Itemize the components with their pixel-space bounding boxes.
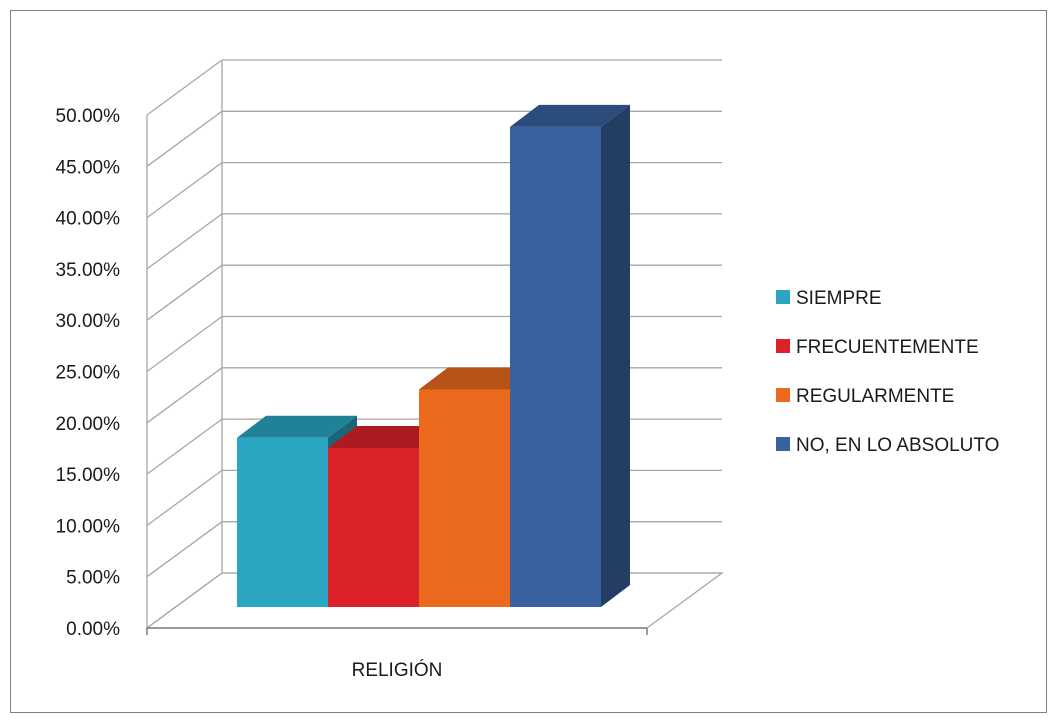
bar-side-face <box>601 104 630 607</box>
bar-no-en-lo-absoluto <box>510 104 630 607</box>
y-tick-label: 35.00% <box>56 260 121 281</box>
y-tick-label: 0.00% <box>66 619 120 640</box>
legend-label: FRECUENTEMENTE <box>796 337 979 358</box>
y-tick-label: 10.00% <box>56 516 121 537</box>
legend-label: REGULARMENTE <box>796 386 954 407</box>
legend-swatch <box>776 339 790 353</box>
gridline-side <box>146 264 223 321</box>
y-tick-label: 20.00% <box>56 414 121 435</box>
legend-item: REGULARMENTE <box>776 386 954 407</box>
gridline-side <box>146 572 223 629</box>
y-tick-labels: 0.00% 5.00% 10.00% 15.00% 20.00% 25.00% 30.00%… <box>56 106 121 640</box>
legend-item: NO, EN LO ABSOLUTO <box>776 435 999 456</box>
y-tick-label: 25.00% <box>56 363 121 384</box>
gridline-side <box>146 367 223 424</box>
bars <box>237 104 630 607</box>
gridline-side <box>146 315 223 373</box>
legend-swatch <box>776 388 790 402</box>
gridline-side <box>146 162 223 219</box>
legend-item: SIEMPRE <box>776 288 882 309</box>
gridline-side <box>146 110 223 167</box>
y-tick-label: 15.00% <box>56 465 121 486</box>
gridline-side <box>146 213 223 270</box>
bar-front-face <box>237 437 328 607</box>
bar-top-face <box>237 415 357 438</box>
y-tick-label: 50.00% <box>56 106 121 127</box>
y-tick-label: 40.00% <box>56 209 121 230</box>
bar-front-face <box>510 126 601 607</box>
legend-swatch <box>776 437 790 451</box>
bar-top-face <box>328 425 448 448</box>
legend: SIEMPRE FRECUENTEMENTE REGULARMENTE NO, EN … <box>776 288 999 456</box>
legend-label: SIEMPRE <box>796 288 882 309</box>
legend-swatch <box>776 290 790 304</box>
legend-item: FRECUENTEMENTE <box>776 337 979 358</box>
legend-label: NO, EN LO ABSOLUTO <box>796 435 999 456</box>
gridline-side <box>146 418 223 475</box>
y-tick-label: 30.00% <box>56 311 121 332</box>
y-tick-label: 45.00% <box>56 157 121 178</box>
gridline-side <box>146 521 223 578</box>
y-tick-label: 5.00% <box>66 568 120 589</box>
x-category-label: RELIGIÓN <box>352 659 443 681</box>
axes <box>146 627 648 635</box>
bar-front-face <box>328 447 419 607</box>
x-category-labels: RELIGIÓN <box>352 659 443 681</box>
bar-top-face <box>419 367 539 390</box>
bar-top-face <box>510 104 630 127</box>
gridline-side <box>146 469 223 526</box>
bar-front-face <box>419 389 510 607</box>
gridline-side <box>146 59 223 116</box>
